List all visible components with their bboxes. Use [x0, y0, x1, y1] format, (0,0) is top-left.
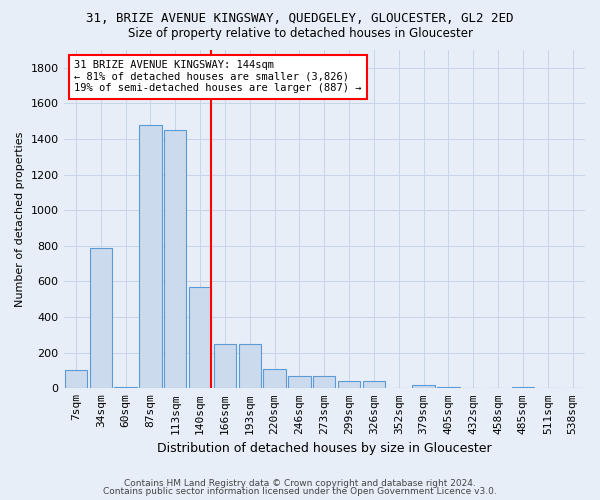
- Bar: [65, 370, 87, 388]
- Text: Size of property relative to detached houses in Gloucester: Size of property relative to detached ho…: [128, 28, 473, 40]
- Text: 31 BRIZE AVENUE KINGSWAY: 144sqm
← 81% of detached houses are smaller (3,826)
19: 31 BRIZE AVENUE KINGSWAY: 144sqm ← 81% o…: [74, 60, 361, 94]
- Bar: [437, 386, 460, 388]
- Bar: [263, 368, 286, 388]
- Bar: [164, 130, 187, 388]
- Bar: [288, 376, 311, 388]
- X-axis label: Distribution of detached houses by size in Gloucester: Distribution of detached houses by size …: [157, 442, 491, 455]
- Bar: [189, 287, 211, 388]
- Bar: [338, 381, 360, 388]
- Bar: [363, 381, 385, 388]
- Text: Contains public sector information licensed under the Open Government Licence v3: Contains public sector information licen…: [103, 488, 497, 496]
- Bar: [313, 376, 335, 388]
- Bar: [89, 248, 112, 388]
- Bar: [139, 125, 161, 388]
- Y-axis label: Number of detached properties: Number of detached properties: [15, 132, 25, 307]
- Bar: [239, 344, 261, 389]
- Text: Contains HM Land Registry data © Crown copyright and database right 2024.: Contains HM Land Registry data © Crown c…: [124, 478, 476, 488]
- Bar: [412, 384, 435, 388]
- Text: 31, BRIZE AVENUE KINGSWAY, QUEDGELEY, GLOUCESTER, GL2 2ED: 31, BRIZE AVENUE KINGSWAY, QUEDGELEY, GL…: [86, 12, 514, 26]
- Bar: [214, 344, 236, 389]
